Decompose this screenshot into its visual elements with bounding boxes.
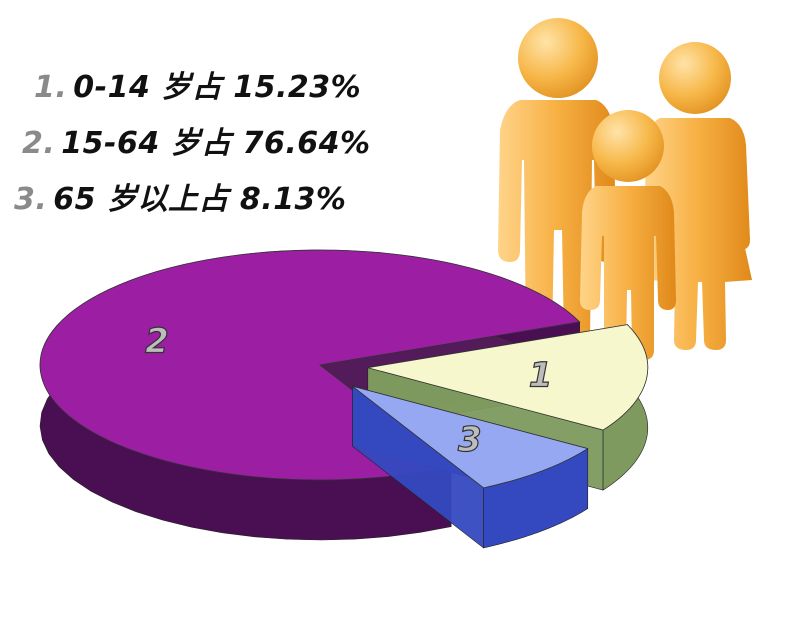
legend-item-3-text: 65 岁以上占 8.13% — [53, 182, 347, 217]
legend-item-1: 1. 0-14 岁占 15.23% — [14, 60, 371, 116]
pie-chart: 2 1 3 — [39, 249, 649, 549]
pie-slice-3: 3 — [352, 385, 589, 549]
pie-slice-1-top — [367, 324, 649, 431]
pie-slice-3-label: 3 — [458, 420, 482, 460]
legend-item-1-number: 1. — [34, 70, 68, 105]
family-figures-icon — [498, 18, 752, 360]
legend-item-2-number: 2. — [22, 126, 56, 161]
pie-slice-1-label: 1 — [529, 355, 553, 395]
legend-item-2: 2. 15-64 岁占 76.64% — [14, 116, 371, 172]
legend-item-3: 3. 65 岁以上占 8.13% — [14, 172, 371, 228]
chart-legend: 1. 0-14 岁占 15.23% 2. 15-64 岁占 76.64% 3. 65 … — [14, 60, 371, 228]
pie-slice-2-label: 2 — [145, 322, 169, 362]
pie-slice-2-top — [39, 249, 581, 481]
legend-item-2-text: 15-64 岁占 76.64% — [61, 126, 371, 161]
pie-slice-3-top — [352, 385, 589, 489]
legend-item-1-text: 0-14 岁占 15.23% — [73, 70, 362, 105]
legend-item-3-number: 3. — [14, 182, 48, 217]
